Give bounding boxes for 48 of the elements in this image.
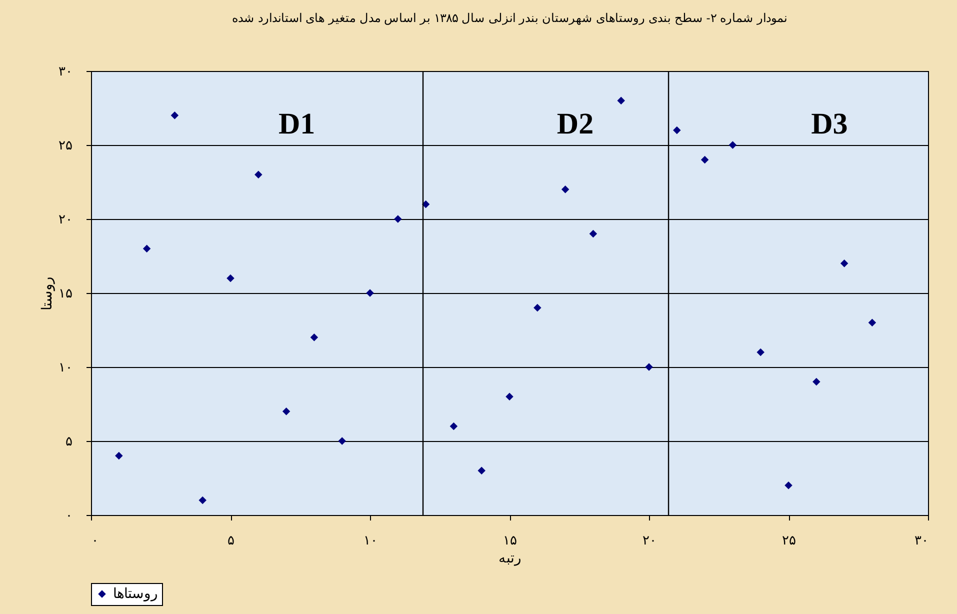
point — [589, 230, 598, 238]
point — [645, 363, 653, 371]
point — [784, 482, 792, 490]
x-tick-label: ۲۰ — [642, 534, 656, 548]
point — [310, 334, 318, 342]
x-axis-title: رتبه — [498, 550, 522, 566]
point — [366, 289, 374, 297]
y-tick-label: ۳۰ — [58, 64, 72, 80]
point — [728, 141, 737, 149]
point — [142, 244, 151, 252]
annotation: D2 — [556, 107, 594, 140]
y-tick-label: ۱۰ — [58, 360, 72, 376]
point — [617, 96, 625, 104]
y-tick-label: ۲۵ — [58, 138, 72, 154]
point — [478, 466, 486, 474]
point — [840, 260, 848, 268]
point — [282, 408, 290, 416]
x-tick-label: ۳۰ — [914, 534, 928, 548]
y-tick-label: ۲۰ — [58, 212, 72, 228]
point — [198, 496, 206, 504]
point — [226, 274, 234, 282]
point — [868, 318, 876, 326]
point — [254, 170, 262, 178]
point — [534, 304, 542, 312]
x-tick-label: ۱۰ — [364, 534, 378, 548]
point — [756, 348, 764, 356]
point — [812, 378, 820, 386]
x-tick-label: ۰ — [92, 534, 98, 548]
point — [561, 186, 570, 194]
x-tick-label: ۵ — [228, 534, 234, 548]
x-tick-label: ۲۵ — [782, 534, 796, 548]
point — [170, 112, 179, 120]
annotation: D3 — [811, 107, 848, 140]
y-tick-label: ۰ — [66, 508, 72, 524]
point — [673, 126, 681, 134]
chart-title: نمودار شماره ۲- سطح بندی روستاهای شهرستان بندر انزلی سال ۱۳۸۵ بر اساس مدل متغیر های استاندارد شده — [232, 11, 787, 25]
point — [338, 437, 346, 445]
point — [450, 422, 458, 430]
y-tick-label: ۱۵ — [58, 286, 72, 302]
annotation: D1 — [278, 107, 316, 140]
point — [700, 156, 709, 164]
point — [394, 215, 402, 223]
legend-label: روستاها — [113, 586, 158, 602]
y-tick-label: ۵ — [66, 434, 72, 450]
x-tick-label: ۱۵ — [503, 534, 517, 548]
point — [506, 392, 514, 400]
point — [115, 452, 123, 460]
y-axis-title: روستا — [40, 276, 56, 310]
